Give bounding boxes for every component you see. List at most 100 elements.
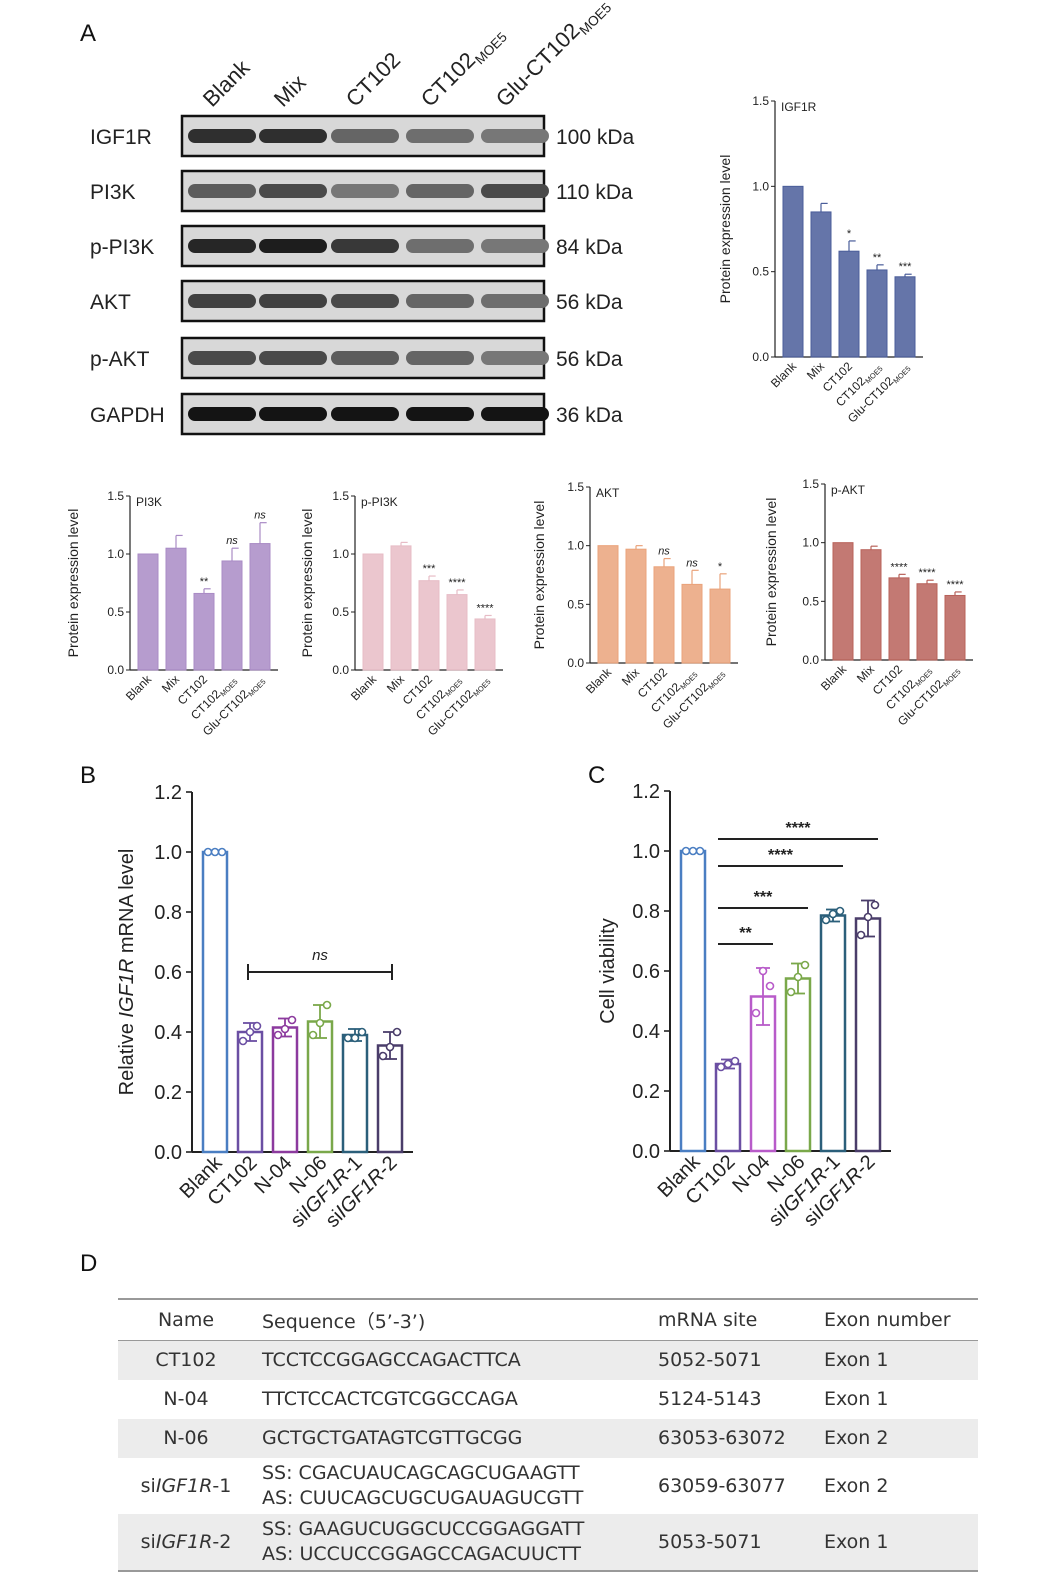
bar <box>944 594 966 661</box>
chart-title: AKT <box>596 486 620 500</box>
blot-row: PI3K 110 kDa <box>90 169 633 213</box>
table-row: N-04 TTCTCCACTCGTCGGCCAGA 5124-5143 Exon 1 <box>118 1380 978 1419</box>
header-exon-number: Exon number <box>824 1309 951 1331</box>
x-tick-label: N-04 <box>250 1152 296 1198</box>
data-point <box>273 1030 283 1040</box>
name-text: N-06 <box>163 1427 209 1449</box>
significance-label: **** <box>476 602 494 614</box>
data-point <box>870 900 880 910</box>
table-header-row: Name Sequence（5’-3’) mRNA site Exon numb… <box>118 1299 978 1341</box>
cell-exon: Exon 1 <box>824 1530 889 1553</box>
header-name: Name <box>157 1309 215 1331</box>
blot-lane-label-main: CT102 <box>341 47 405 111</box>
name-suffix: -1 <box>212 1474 232 1497</box>
blot-lane-label-main: Mix <box>269 70 311 112</box>
data-point <box>835 906 845 916</box>
significance-label: ** <box>873 252 882 264</box>
comparison-label: **** <box>768 847 794 864</box>
blot-band <box>188 351 256 365</box>
bar <box>866 269 888 358</box>
data-point <box>786 987 796 997</box>
y-tick-label: 1.2 <box>632 781 660 803</box>
bar <box>854 917 882 1153</box>
data-point <box>392 1027 402 1037</box>
blot-size-label: 100 kDa <box>556 126 635 149</box>
comparison-label: **** <box>786 820 812 837</box>
header-mrna-site: mRNA site <box>658 1309 758 1331</box>
data-point <box>245 1027 255 1037</box>
bar <box>819 914 847 1153</box>
blot-size-label: 56 kDa <box>556 348 623 371</box>
name-gene: IGF1R <box>155 1474 213 1497</box>
sequence-table: Name Sequence（5’-3’) mRNA site Exon numb… <box>118 1298 978 1572</box>
significance-label: ns <box>686 557 698 569</box>
y-tick-label: 1.0 <box>802 536 819 550</box>
data-point <box>308 1030 318 1040</box>
cell-sequence: SS: GAAGUCUGGCUCCGGAGGATT AS: UCCUCCGGAGC… <box>254 1514 650 1571</box>
chart-title: PI3K <box>136 495 162 509</box>
blot-protein-label: PI3K <box>90 181 136 204</box>
blot-band <box>406 351 474 365</box>
bar <box>376 1044 404 1154</box>
y-tick-label: 1.5 <box>567 480 584 494</box>
data-point <box>695 846 705 856</box>
significance-label: **** <box>448 577 466 589</box>
y-tick-label: 0.0 <box>802 653 819 667</box>
bar <box>679 849 707 1153</box>
blot-lane-label-main: CT102 <box>416 47 480 111</box>
bar <box>221 560 243 671</box>
panel-label-b: B <box>80 762 97 789</box>
data-point <box>203 847 213 857</box>
bar <box>709 588 731 664</box>
bar <box>597 545 619 664</box>
y-tick-label: 1.0 <box>332 547 349 561</box>
panel-label-c: C <box>588 762 606 789</box>
x-tick-label: Blank <box>768 359 800 391</box>
blot-protein-label: IGF1R <box>90 126 152 149</box>
x-tick-label-main: Blank <box>583 665 615 697</box>
bar <box>271 1026 299 1154</box>
blot-lane-label-main: Glu-CT102 <box>491 18 585 112</box>
x-tick-label-main: Mix <box>854 662 877 685</box>
sequence-line: SS: GAAGUCUGGCUCCGGAGGATT <box>262 1518 585 1540</box>
y-axis-label-part: Relative <box>116 1018 138 1096</box>
bar <box>810 211 832 358</box>
x-tick-label-sub: MOE5 <box>471 677 492 698</box>
x-tick-label: Mix <box>619 665 642 688</box>
significance-label: ns <box>658 546 670 558</box>
y-tick-label: 1.5 <box>752 94 769 108</box>
data-point <box>287 1015 297 1025</box>
blot-row: p-PI3K 84 kDa <box>90 224 623 268</box>
y-tick-label: 0.0 <box>752 350 769 364</box>
table-row: siIGF1R-2 SS: GAAGUCUGGCUCCGGAGGATT AS: UC… <box>118 1514 978 1571</box>
data-point <box>821 915 831 925</box>
data-point <box>758 966 768 976</box>
data-point <box>751 1008 761 1018</box>
bar <box>681 583 703 664</box>
y-tick-label: 1.5 <box>802 477 819 491</box>
data-point <box>688 846 698 856</box>
bar <box>236 1030 264 1154</box>
blot-band <box>481 294 549 308</box>
blot-lane-label: CT102 <box>341 47 405 111</box>
bar <box>341 1033 369 1154</box>
cell-name: CT102 <box>118 1341 254 1381</box>
blot-band <box>259 407 327 421</box>
cell-mrna-site: 5124-5143 <box>658 1388 762 1410</box>
y-axis-label: Cell viability <box>597 918 619 1024</box>
data-point <box>378 1051 388 1061</box>
blot-band <box>331 351 399 365</box>
y-axis-label: Protein expression level <box>717 155 733 304</box>
blot-band <box>331 294 399 308</box>
x-tick-label-sub: MOE5 <box>941 667 962 688</box>
bar <box>860 549 882 661</box>
blot-protein-label: p-PI3K <box>90 236 154 259</box>
cell-name: siIGF1R-1 <box>118 1458 254 1514</box>
blot-row: AKT 56 kDa <box>90 279 623 323</box>
data-point <box>716 1062 726 1072</box>
data-point <box>210 847 220 857</box>
blot-band <box>481 239 549 253</box>
blot-protein-label: AKT <box>90 291 131 314</box>
bar <box>474 618 496 671</box>
